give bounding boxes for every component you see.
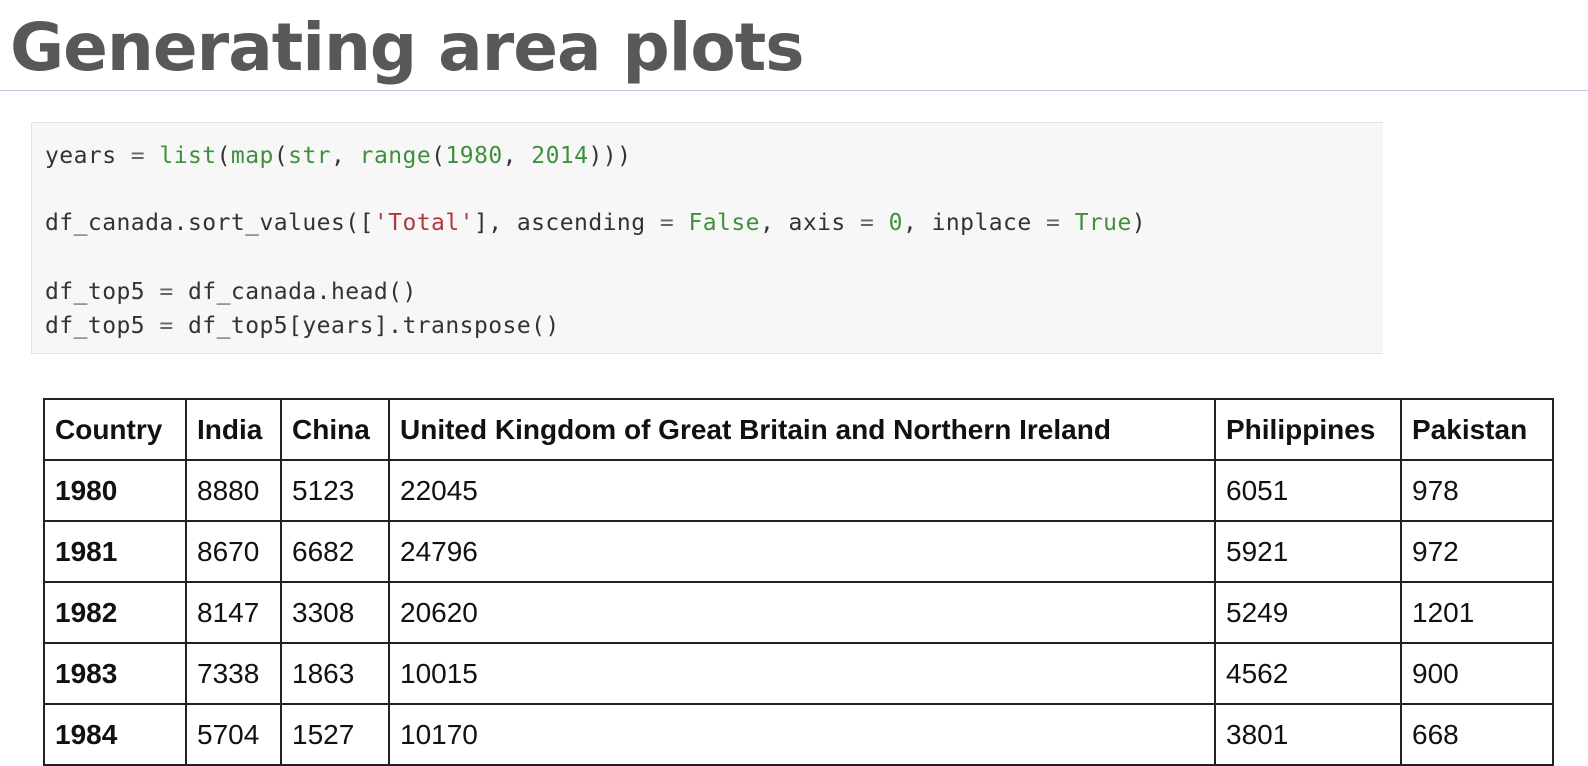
cell-value: 24796 [388, 520, 1216, 583]
cell-value: 22045 [388, 459, 1216, 522]
cell-value: 900 [1400, 642, 1554, 705]
row-year: 1981 [43, 520, 187, 583]
row-year: 1980 [43, 459, 187, 522]
code-token: = [145, 313, 188, 339]
title-divider [0, 90, 1588, 91]
dataframe-table: Country India China United Kingdom of Gr… [43, 398, 1554, 766]
code-token: 1980 [445, 143, 503, 169]
code-token [674, 210, 688, 236]
cell-value: 978 [1400, 459, 1554, 522]
table-row: 1982 8147 3308 20620 5249 1201 [43, 581, 1554, 644]
code-token: = [1045, 210, 1061, 236]
cell-value: 4562 [1214, 642, 1402, 705]
code-token: 0 [888, 210, 903, 236]
code-token: = [659, 210, 675, 236]
code-token: = [860, 210, 875, 236]
table-row: 1980 8880 5123 22045 6051 978 [43, 459, 1554, 522]
code-token: , [502, 143, 532, 169]
code-token: ))) [588, 143, 632, 169]
row-year: 1982 [43, 581, 187, 644]
header-philippines: Philippines [1214, 398, 1402, 461]
cell-value: 8147 [185, 581, 282, 644]
cell-value: 1863 [280, 642, 390, 705]
table-row: 1983 7338 1863 10015 4562 900 [43, 642, 1554, 705]
code-token: df_top5 [45, 279, 146, 305]
cell-value: 5921 [1214, 520, 1402, 583]
cell-value: 3801 [1214, 703, 1402, 766]
row-year: 1984 [43, 703, 187, 766]
code-token: df_canada.sort_values([ [45, 210, 374, 236]
code-token: = [116, 143, 160, 169]
cell-value: 972 [1400, 520, 1554, 583]
row-year: 1983 [43, 642, 187, 705]
cell-value: 5123 [280, 459, 390, 522]
code-token: , axis [759, 210, 861, 236]
code-cell[interactable]: years = list(map(str, range(1980, 2014))… [31, 122, 1383, 354]
code-line-4: df_top5 = df_top5[years].transpose() [45, 309, 560, 343]
code-token: , [331, 143, 360, 169]
code-line-3: df_top5 = df_canada.head() [45, 275, 417, 309]
cell-value: 6051 [1214, 459, 1402, 522]
code-token: str [288, 143, 332, 169]
cell-value: 10170 [388, 703, 1216, 766]
code-token: map [230, 143, 274, 169]
code-token: df_top5[years].transpose() [188, 313, 560, 339]
cell-value: 6682 [280, 520, 390, 583]
code-line-2: df_canada.sort_values(['Total'], ascendi… [45, 206, 1146, 240]
code-token: ( [273, 143, 289, 169]
code-token: list [159, 143, 217, 169]
code-token: range [359, 143, 432, 169]
cell-value: 5249 [1214, 581, 1402, 644]
code-token [874, 210, 888, 236]
header-china: China [280, 398, 390, 461]
table-row: 1981 8670 6682 24796 5921 972 [43, 520, 1554, 583]
code-token: 'Total' [373, 210, 474, 236]
cell-value: 8880 [185, 459, 282, 522]
cell-value: 8670 [185, 520, 282, 583]
code-token: False [688, 210, 760, 236]
code-token: df_top5 [45, 313, 146, 339]
code-token: = [145, 279, 188, 305]
code-token: True [1074, 210, 1132, 236]
table-row: 1984 5704 1527 10170 3801 668 [43, 703, 1554, 766]
code-token: ( [431, 143, 446, 169]
code-token [1060, 210, 1074, 236]
cell-value: 1527 [280, 703, 390, 766]
header-pakistan: Pakistan [1400, 398, 1554, 461]
cell-value: 7338 [185, 642, 282, 705]
header-united-kingdom: United Kingdom of Great Britain and Nort… [388, 398, 1216, 461]
cell-value: 668 [1400, 703, 1554, 766]
cell-value: 5704 [185, 703, 282, 766]
cell-value: 20620 [388, 581, 1216, 644]
code-token: years [45, 143, 117, 169]
cell-value: 10015 [388, 642, 1216, 705]
cell-value: 1201 [1400, 581, 1554, 644]
cell-value: 3308 [280, 581, 390, 644]
code-token: ], ascending [473, 210, 660, 236]
code-token: ( [216, 143, 231, 169]
code-line-1: years = list(map(str, range(1980, 2014))… [45, 139, 631, 173]
code-token: 2014 [531, 143, 589, 169]
code-token: ) [1131, 210, 1147, 236]
header-country: Country [43, 398, 187, 461]
header-india: India [185, 398, 282, 461]
code-token: df_canada.head() [188, 279, 417, 305]
slide-title: Generating area plots [10, 9, 805, 86]
table-header-row: Country India China United Kingdom of Gr… [43, 398, 1554, 461]
code-token: , inplace [902, 210, 1046, 236]
